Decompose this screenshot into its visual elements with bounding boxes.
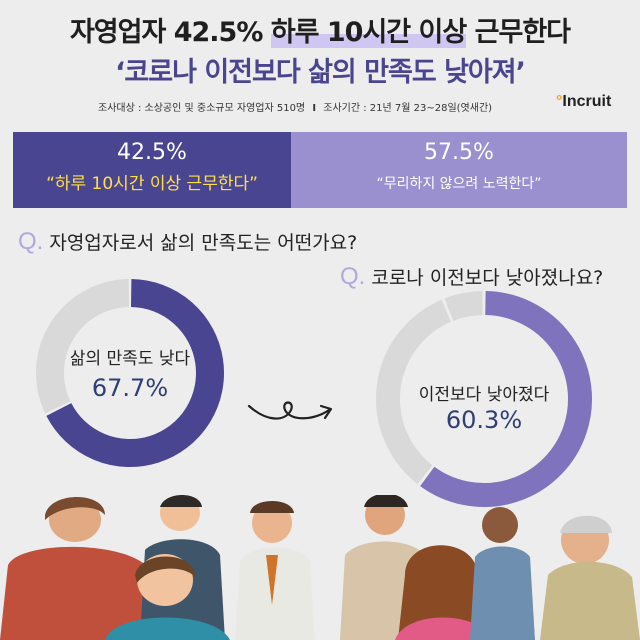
- question-2-mark: Q.: [340, 263, 366, 290]
- donut-slice-1: [420, 291, 592, 507]
- survey-period: 조사기간 : 21년 7월 23~28일(엿새간): [323, 103, 493, 114]
- banner-left-quote: “하루 10시간 이상 근무한다”: [46, 174, 258, 194]
- banner-right-percent: 57.5%: [424, 140, 494, 165]
- donut-2-value: 60.3%: [445, 406, 523, 434]
- incruit-logo: °Incruit: [556, 93, 611, 111]
- banner-right-panel: 57.5% “무리하지 않으려 노력한다”: [291, 132, 627, 208]
- question-2-text: 코로나 이전보다 낮아졌나요?: [371, 267, 604, 289]
- donut-slice-2: [36, 279, 130, 414]
- survey-target: 조사대상 : 소상공인 및 중소규모 자영업자 510명: [98, 103, 306, 114]
- donut-chart-satisfaction: [36, 279, 224, 467]
- donut-1-value: 67.7%: [91, 374, 169, 402]
- donut-2-label: 이전보다 낮아졌다: [418, 385, 550, 405]
- question-1-text: 자영업자로서 삶의 만족도는 어떤가요?: [49, 232, 358, 254]
- donut-slice-2: [376, 299, 452, 485]
- question-1: Q. 자영업자로서 삶의 만족도는 어떤가요?: [18, 228, 357, 256]
- subheadline: ‘코로나 이전보다 삶의 만족도 낮아져’: [115, 57, 526, 88]
- banner-right-quote: “무리하지 않으려 노력한다”: [376, 176, 542, 192]
- loop-arrow-icon: [247, 401, 333, 420]
- survey-info: 조사대상 : 소상공인 및 중소규모 자영업자 510명 I 조사기간 : 21…: [98, 99, 492, 114]
- headline: 자영업자 42.5% 하루 10시간 이상 근무한다: [0, 10, 640, 49]
- work-hours-banner: 42.5% “하루 10시간 이상 근무한다” 57.5% “무리하지 않으려 …: [13, 132, 627, 208]
- question-1-mark: Q.: [18, 228, 44, 255]
- donut-slice-3: [444, 291, 484, 321]
- donut-chart-covid: [376, 291, 592, 507]
- survey-separator: I: [312, 103, 317, 114]
- logo-text: Incruit: [562, 93, 612, 110]
- question-2: Q. 코로나 이전보다 낮아졌나요?: [340, 263, 603, 291]
- banner-left-percent: 42.5%: [117, 140, 187, 165]
- banner-left-panel: 42.5% “하루 10시간 이상 근무한다”: [13, 132, 291, 208]
- headline-part-c: 근무한다: [474, 17, 571, 48]
- headline-highlight: 하루 10시간 이상: [270, 17, 467, 48]
- people-crowd-illustration: [0, 495, 640, 640]
- donut-1-label: 삶의 만족도 낮다: [69, 349, 191, 369]
- headline-part-a: 자영업자 42.5%: [69, 17, 263, 48]
- donut-slice-1: [46, 279, 224, 467]
- logo-dot-icon: °: [556, 93, 563, 110]
